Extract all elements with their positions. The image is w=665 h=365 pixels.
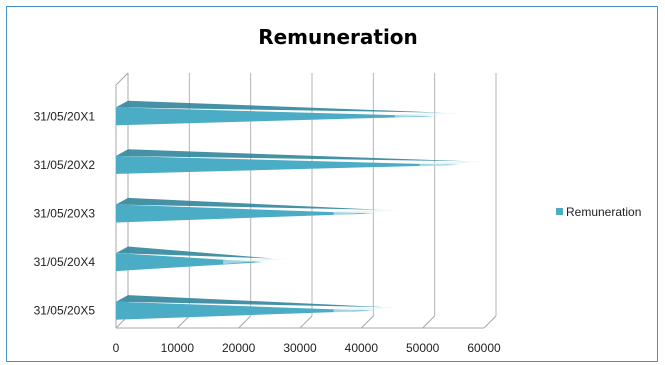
y-tick-label: 31/05/20X4 [34, 255, 96, 269]
bars [116, 100, 486, 320]
chart-title: Remuneration [258, 25, 418, 49]
x-tick-label: 50000 [406, 341, 440, 355]
x-tick-label: 30000 [283, 341, 317, 355]
y-tick-label: 31/05/20X5 [34, 304, 96, 318]
bar [116, 301, 374, 320]
floor-tick [483, 315, 497, 329]
legend: Remuneration [556, 205, 641, 219]
x-axis-labels: 0 10000 20000 30000 40000 50000 60000 [113, 341, 501, 355]
x-tick-label: 40000 [345, 341, 379, 355]
legend-label: Remuneration [566, 205, 641, 219]
bar-tip [419, 161, 486, 167]
x-tick-label: 10000 [161, 341, 195, 355]
bar-tip [394, 112, 461, 119]
x-tick-label: 60000 [467, 341, 501, 355]
legend-swatch [556, 208, 563, 215]
bar-tip [333, 209, 400, 216]
bar-top [116, 197, 384, 210]
bar [116, 155, 460, 174]
floor-tick [176, 315, 190, 329]
y-tick-label: 31/05/20X1 [34, 109, 96, 123]
y-tick-label: 31/05/20X3 [34, 207, 96, 221]
bar-top [116, 100, 445, 113]
bar-top [116, 246, 273, 259]
bar-tip [223, 258, 290, 265]
bar [116, 204, 374, 223]
bar-top [116, 295, 384, 308]
floor-tick [422, 315, 436, 329]
bar-top [116, 149, 470, 162]
y-axis-labels: 31/05/20X1 31/05/20X2 31/05/20X3 31/05/20X4… [34, 109, 96, 317]
floor-tick [360, 315, 374, 329]
chart-frame [6, 6, 658, 362]
floor-tick [299, 315, 313, 329]
left-wall-top [115, 72, 129, 86]
y-tick-label: 31/05/20X2 [34, 158, 96, 172]
bar [116, 253, 264, 272]
bar [116, 107, 435, 126]
x-tick-label: 20000 [222, 341, 256, 355]
bar-tip [333, 307, 400, 313]
x-tick-label: 0 [113, 341, 120, 355]
floor-tick [238, 315, 252, 329]
